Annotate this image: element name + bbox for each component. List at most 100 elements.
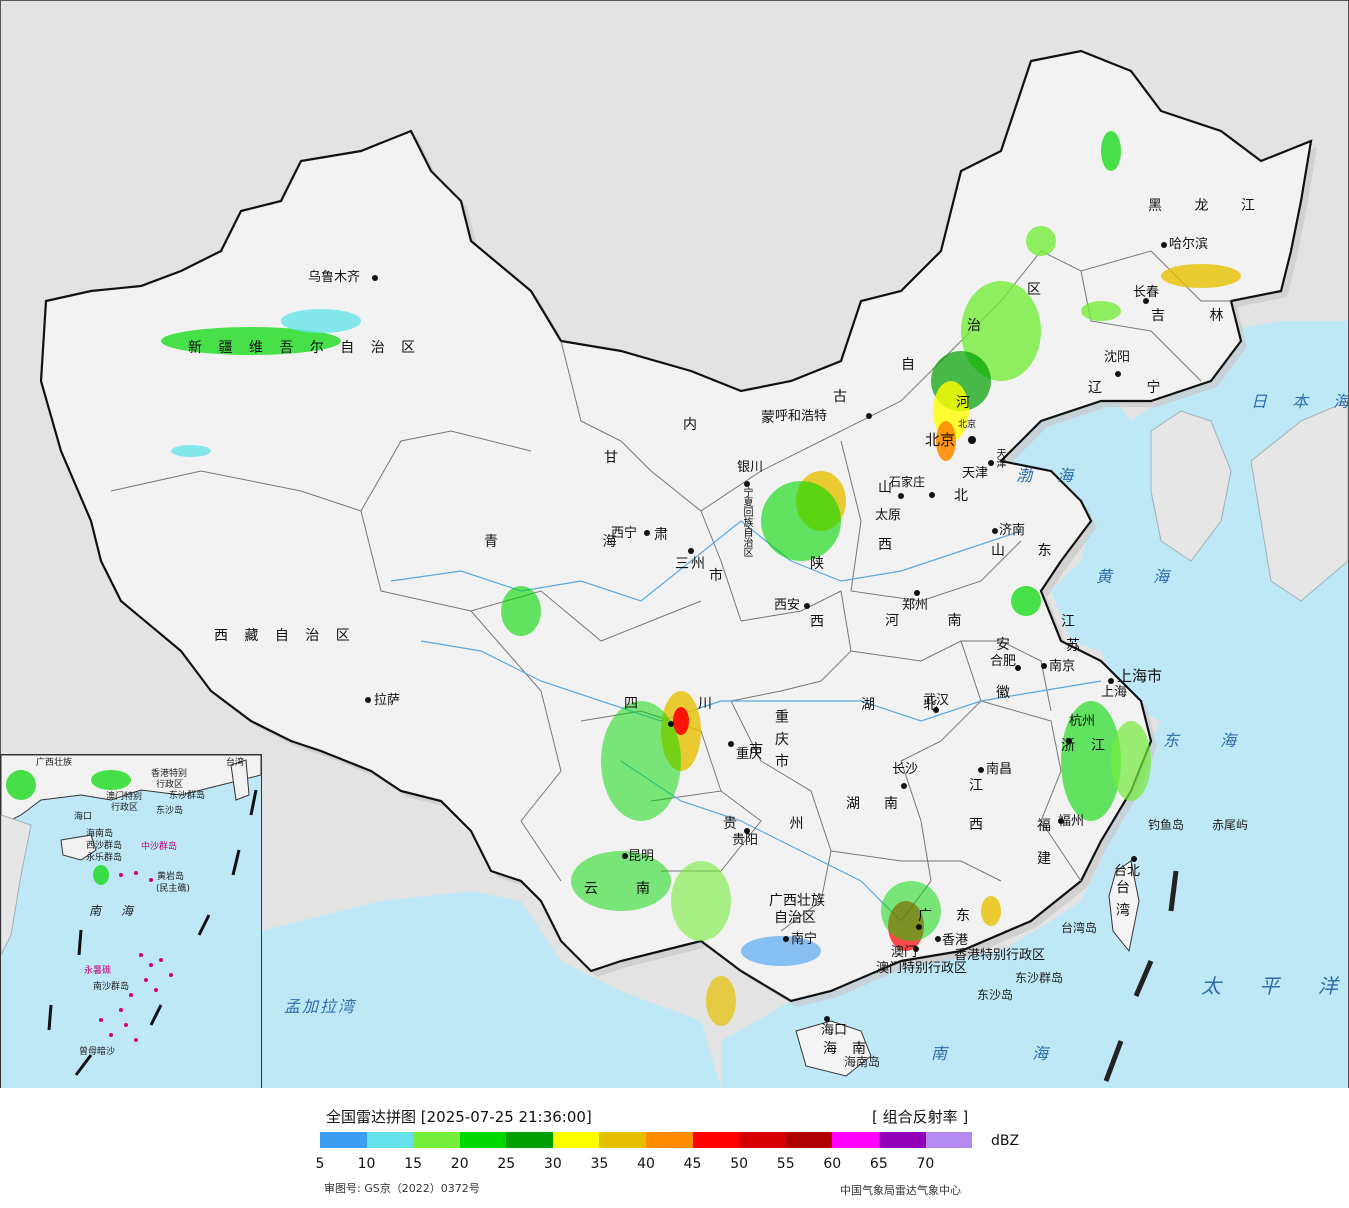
sea-bengal: 孟加拉湾 bbox=[284, 997, 357, 1016]
label-guang: 广 bbox=[918, 908, 938, 924]
city-zhengzhou: 郑州 bbox=[902, 598, 929, 613]
city-jinan: 济南 bbox=[999, 523, 1026, 538]
scale-tick-label: 60 bbox=[823, 1156, 842, 1172]
label-hai: 海 bbox=[823, 1041, 843, 1057]
label-qu: 区 bbox=[1027, 282, 1047, 298]
label-tai: 台 bbox=[1116, 880, 1136, 896]
legend-panel: 全国雷达拼图 [2025-07-25 21:36:00] [ 组合反射率 ] d… bbox=[0, 1088, 1349, 1208]
unit-label: dBZ bbox=[991, 1133, 1020, 1149]
sea-bohai: 渤 海 bbox=[1016, 466, 1084, 485]
scale-tick-label: 20 bbox=[450, 1156, 469, 1172]
label-hu-nan-1: 湖 bbox=[846, 796, 866, 812]
city-chongqing: 重庆 bbox=[736, 747, 763, 762]
inset-label-zhongsha: 中沙群岛 bbox=[141, 842, 178, 852]
city-hefei: 合肥 bbox=[990, 654, 1017, 669]
inset-label-taiwan: 台湾 bbox=[226, 758, 245, 768]
inset-label-zengmu: 曾母暗沙 bbox=[79, 1047, 116, 1057]
label-wan: 湾 bbox=[1116, 903, 1136, 919]
sea-yellow: 黄 海 bbox=[1096, 567, 1188, 586]
inset-label-hainan: 海南岛 bbox=[86, 829, 114, 839]
scale-tick-label: 55 bbox=[776, 1156, 795, 1172]
inset-sea-nan: 南 bbox=[89, 904, 108, 918]
label-he: 河 bbox=[956, 395, 976, 411]
color-swatch bbox=[366, 1132, 414, 1148]
scale-tick-label: 5 bbox=[315, 1156, 325, 1172]
label-shanghai-shi: 上海市 bbox=[1117, 667, 1163, 685]
color-swatch bbox=[785, 1132, 833, 1148]
scale-tick-label: 40 bbox=[637, 1156, 655, 1172]
label-xinjiang: 新 疆 维 吾 尔 自 治 区 bbox=[188, 340, 422, 356]
inset-label-dongsha-qundao: 东沙群岛 bbox=[169, 791, 206, 801]
color-swatch bbox=[320, 1132, 367, 1148]
label-zi: 自 bbox=[901, 357, 921, 373]
label-chongqing-shi: 重 庆 市 bbox=[773, 709, 789, 770]
color-swatch bbox=[925, 1132, 973, 1148]
inset-label-hk: 香港特别 bbox=[151, 769, 188, 779]
data-source: 中国气象局雷达气象中心 bbox=[840, 1184, 961, 1197]
label-hui: 徽 bbox=[996, 685, 1016, 701]
label-hubei: 湖 北 bbox=[861, 697, 960, 713]
scale-tick-label: 10 bbox=[357, 1156, 376, 1172]
label-henan: 河 南 bbox=[885, 613, 984, 629]
color-scale-bar bbox=[320, 1132, 973, 1148]
maritime-dashes bbox=[1103, 870, 1179, 1082]
inset-label-minzhu: (民主礁) bbox=[156, 884, 191, 894]
label-hu-nan-2: 南 bbox=[884, 796, 904, 812]
label-zhe: 浙 bbox=[1061, 738, 1081, 754]
city-urumqi: 乌鲁木齐 bbox=[308, 270, 361, 285]
city-xian: 西安 bbox=[774, 598, 801, 613]
island-dongsha-qundao: 东沙群岛 bbox=[1015, 971, 1064, 985]
island-dongsha: 东沙岛 bbox=[977, 988, 1014, 1002]
label-jilin: 吉 林 bbox=[1151, 308, 1244, 324]
inset-label-nansha: 南沙群岛 bbox=[93, 982, 130, 992]
scale-tick-label: 45 bbox=[683, 1156, 702, 1172]
label-tianjin-prov: 天津 bbox=[994, 448, 1005, 468]
label-bei: 北 bbox=[954, 488, 974, 504]
island-hainan: 海南岛 bbox=[844, 1055, 881, 1069]
label-ningxia: 宁夏回族自治区 bbox=[741, 487, 752, 557]
label-jiang-su-1: 江 bbox=[1061, 614, 1081, 630]
label-liaoning: 辽 宁 bbox=[1088, 380, 1181, 396]
label-jiang-xi-2: 西 bbox=[969, 817, 989, 833]
label-dong: 东 bbox=[956, 908, 976, 924]
sea-south: 南 海 bbox=[931, 1044, 1089, 1063]
approval-number: 审图号: GS京（2022）0372号 bbox=[324, 1182, 480, 1195]
label-jiang-su-2: 苏 bbox=[1066, 638, 1086, 654]
label-shi-b: 市 bbox=[749, 742, 763, 758]
color-swatch bbox=[599, 1132, 647, 1148]
city-taiyuan: 太原 bbox=[875, 508, 902, 523]
map-title: 全国雷达拼图 [2025-07-25 21:36:00] bbox=[326, 1108, 592, 1126]
city-xining: 西宁 bbox=[611, 526, 638, 541]
label-shi-a: 市 bbox=[709, 568, 723, 584]
color-swatch bbox=[552, 1132, 600, 1148]
label-guizhou: 贵 州 bbox=[723, 816, 828, 832]
city-nanjing: 南京 bbox=[1049, 659, 1076, 674]
inset-label-yongshu: 永暑礁 bbox=[84, 966, 112, 976]
city-changchun: 长春 bbox=[1133, 285, 1160, 300]
city-kunming: 昆明 bbox=[628, 849, 655, 864]
label-zhe-jiang: 江 bbox=[1091, 738, 1111, 754]
city-nanning: 南宁 bbox=[791, 932, 818, 947]
label-hai-nan: 南 bbox=[852, 1041, 872, 1057]
scale-tick-label: 25 bbox=[497, 1156, 516, 1172]
city-shijiazhuang: 石家庄 bbox=[889, 475, 926, 489]
label-beijing-prov: 北京 bbox=[958, 420, 977, 430]
color-swatch bbox=[878, 1132, 926, 1148]
label-gan: 甘 bbox=[604, 450, 624, 466]
color-swatch bbox=[692, 1132, 740, 1148]
label-heilongjiang: 黑 龙 江 bbox=[1148, 198, 1269, 214]
label-shaan: 陕 bbox=[810, 556, 830, 572]
city-taipei: 台北 bbox=[1114, 864, 1141, 879]
inset-sea-hai: 海 bbox=[121, 904, 140, 918]
label-shan: 山 bbox=[878, 480, 898, 496]
label-guangxi-1: 广西壮族 bbox=[769, 893, 825, 909]
label-macao-sar: 澳门特别行政区 bbox=[876, 961, 968, 976]
city-wuhan: 武汉 bbox=[923, 693, 950, 708]
island-diaoyu: 钓鱼岛 bbox=[1148, 818, 1185, 832]
south-china-sea-inset: 广西壮族 香港特别 澳门特别 行政区 行政区 台湾 东沙群岛 东沙岛 海口 海南… bbox=[0, 754, 262, 1089]
scale-tick-label: 35 bbox=[590, 1156, 609, 1172]
scale-tick-label: 50 bbox=[730, 1156, 749, 1172]
label-meng: 蒙 bbox=[761, 410, 781, 426]
label-zhou: 州 bbox=[691, 556, 705, 572]
city-harbin: 哈尔滨 bbox=[1169, 237, 1209, 252]
